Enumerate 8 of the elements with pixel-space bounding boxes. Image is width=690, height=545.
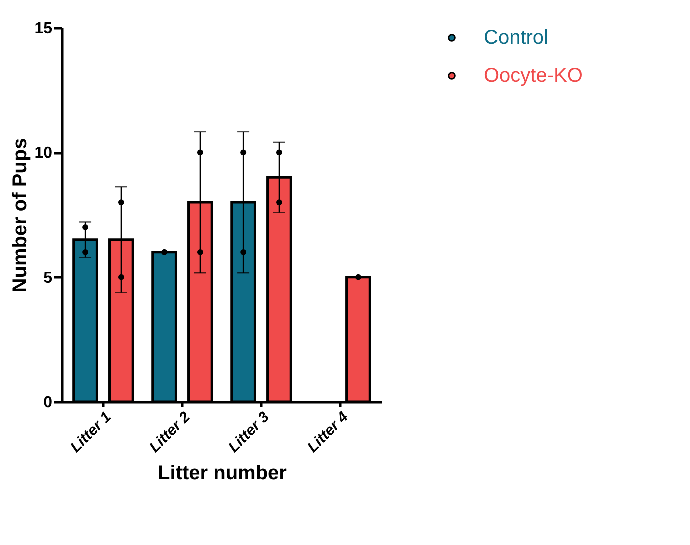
y-axis-title: Number of Pups: [10, 138, 32, 293]
y-tick-label: 5: [44, 270, 53, 287]
legend-label: Oocyte-KO: [484, 65, 583, 87]
y-tick-label: 15: [34, 20, 53, 38]
y-tick-label: 10: [34, 145, 53, 162]
y-tick-label: 0: [44, 394, 53, 412]
legend-label: Control: [484, 27, 548, 49]
x-axis-title: Litter number: [158, 462, 288, 484]
